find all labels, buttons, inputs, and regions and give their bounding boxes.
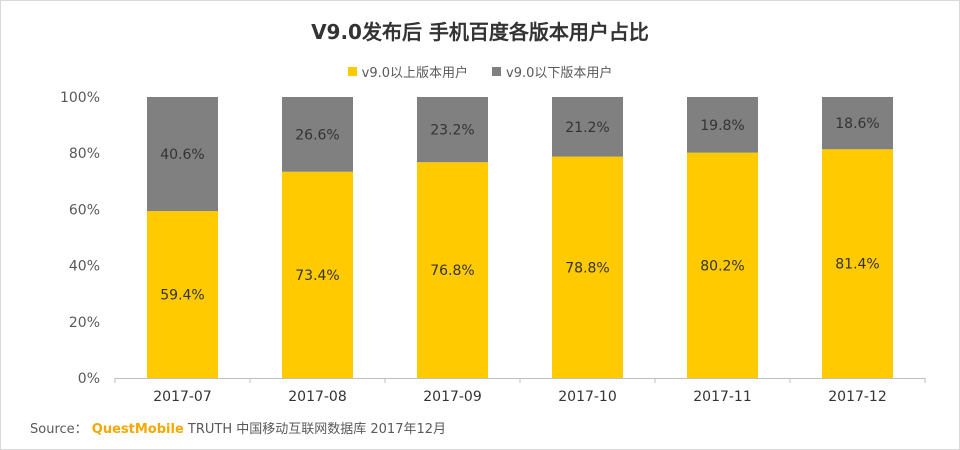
bar-segment-above [687, 152, 758, 378]
chart-title: V9.0发布后 手机百度各版本用户占比 [311, 20, 649, 44]
y-tick-label: 100% [60, 90, 100, 106]
x-tick-label: 2017-10 [558, 389, 617, 405]
y-tick-label: 0% [78, 371, 100, 387]
bar-segment-below [552, 97, 623, 157]
data-label: 73.4% [295, 268, 339, 284]
y-tick-label: 80% [69, 146, 100, 162]
bar-segment-above [417, 162, 488, 378]
legend-swatch-below [492, 67, 501, 76]
data-label: 26.6% [295, 127, 339, 143]
data-label: 23.2% [430, 123, 474, 139]
legend-item-below: v9.0以下版本用户 [492, 62, 612, 81]
x-tick-label: 2017-07 [153, 389, 212, 405]
y-tick-label: 20% [69, 315, 100, 331]
x-tick-label: 2017-11 [693, 389, 752, 405]
source-brand: QuestMobile [91, 422, 184, 437]
data-label: 80.2% [700, 258, 744, 274]
data-label: 78.8% [565, 260, 609, 276]
x-tick-label: 2017-12 [828, 389, 887, 405]
bar-segment-below [282, 97, 353, 172]
data-label: 76.8% [430, 263, 474, 279]
bar-segment-below [417, 97, 488, 163]
data-label: 59.4% [160, 288, 204, 304]
data-label: 81.4% [835, 257, 879, 273]
y-tick-label: 40% [69, 259, 100, 275]
legend-label-above: v9.0以上版本用户 [361, 66, 468, 81]
source-label: Source： [30, 422, 88, 437]
bar-segment-above [552, 156, 623, 378]
bar-segment-below [147, 97, 218, 212]
x-tick-label: 2017-09 [423, 389, 482, 405]
data-label: 18.6% [835, 116, 879, 132]
legend: v9.0以上版本用户 v9.0以下版本用户 [0, 62, 960, 81]
data-label: 19.8% [700, 118, 744, 134]
bar-segment-below [687, 97, 758, 153]
legend-label-below: v9.0以下版本用户 [506, 66, 613, 81]
bar-segment-below [822, 97, 893, 150]
legend-item-above: v9.0以上版本用户 [347, 62, 468, 81]
source-note: Source： QuestMobile TRUTH 中国移动互联网数据库 201… [30, 418, 446, 437]
data-label: 21.2% [565, 120, 609, 136]
bar-segment-above [147, 211, 218, 378]
x-tick-label: 2017-08 [288, 389, 347, 405]
bar-segment-above [282, 171, 353, 378]
data-label: 40.6% [160, 147, 204, 163]
source-rest: TRUTH 中国移动互联网数据库 2017年12月 [187, 422, 447, 437]
legend-swatch-above [347, 67, 357, 76]
y-tick-label: 60% [69, 202, 100, 218]
bar-segment-above [822, 149, 893, 378]
